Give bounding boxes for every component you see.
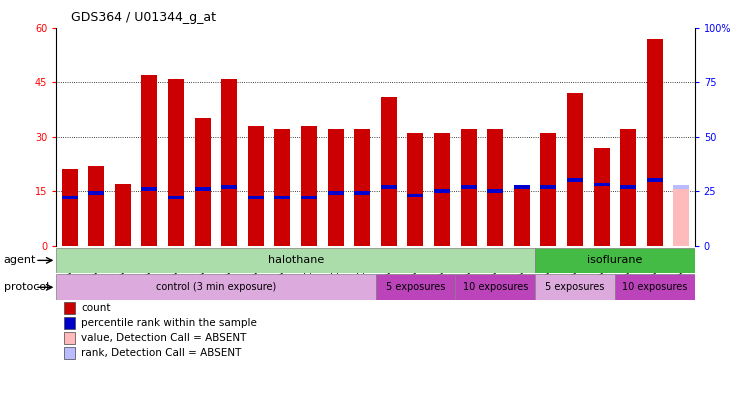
Bar bbox=[487, 129, 503, 246]
Bar bbox=[593, 147, 610, 246]
Bar bbox=[615, 274, 695, 300]
Text: 5 exposures: 5 exposures bbox=[386, 282, 445, 292]
Bar bbox=[434, 189, 450, 193]
Bar bbox=[620, 185, 636, 188]
Text: percentile rank within the sample: percentile rank within the sample bbox=[81, 318, 257, 328]
Bar bbox=[647, 178, 663, 182]
Bar bbox=[195, 187, 210, 191]
Bar bbox=[222, 78, 237, 246]
Bar bbox=[593, 183, 610, 187]
Bar bbox=[460, 129, 477, 246]
Bar bbox=[301, 126, 317, 246]
Bar bbox=[248, 196, 264, 200]
Bar bbox=[56, 248, 535, 273]
Text: value, Detection Call = ABSENT: value, Detection Call = ABSENT bbox=[81, 333, 246, 343]
Bar bbox=[567, 93, 583, 246]
Bar bbox=[434, 133, 450, 246]
Bar bbox=[535, 274, 615, 300]
Text: 10 exposures: 10 exposures bbox=[463, 282, 528, 292]
Text: halothane: halothane bbox=[267, 255, 324, 265]
Bar bbox=[274, 196, 291, 200]
Bar bbox=[381, 185, 397, 188]
Bar bbox=[455, 274, 535, 300]
Bar bbox=[674, 185, 689, 188]
Bar bbox=[301, 196, 317, 200]
Bar bbox=[327, 191, 344, 195]
Text: control (3 min exposure): control (3 min exposure) bbox=[155, 282, 276, 292]
Bar bbox=[115, 184, 131, 246]
Bar bbox=[620, 129, 636, 246]
Bar bbox=[381, 97, 397, 246]
Bar bbox=[248, 126, 264, 246]
Bar bbox=[541, 185, 556, 188]
Bar bbox=[567, 178, 583, 182]
Bar bbox=[62, 196, 77, 200]
Bar bbox=[141, 75, 158, 246]
Bar bbox=[535, 248, 695, 273]
Text: GDS364 / U01344_g_at: GDS364 / U01344_g_at bbox=[71, 11, 216, 24]
Bar bbox=[354, 129, 370, 246]
Bar bbox=[408, 194, 424, 197]
Bar bbox=[408, 133, 424, 246]
Bar bbox=[274, 129, 291, 246]
Bar bbox=[89, 166, 104, 246]
Bar bbox=[168, 78, 184, 246]
Bar bbox=[222, 185, 237, 188]
Bar bbox=[487, 189, 503, 193]
Bar bbox=[460, 185, 477, 188]
Bar bbox=[168, 196, 184, 200]
Bar bbox=[56, 274, 376, 300]
Bar bbox=[376, 274, 455, 300]
Text: 5 exposures: 5 exposures bbox=[545, 282, 605, 292]
Bar bbox=[674, 187, 689, 246]
Text: isoflurane: isoflurane bbox=[587, 255, 643, 265]
Bar bbox=[195, 118, 210, 246]
Text: rank, Detection Call = ABSENT: rank, Detection Call = ABSENT bbox=[81, 348, 242, 358]
Text: protocol: protocol bbox=[4, 282, 49, 292]
Text: 10 exposures: 10 exposures bbox=[622, 282, 687, 292]
Bar bbox=[141, 187, 158, 191]
Text: count: count bbox=[81, 303, 110, 313]
Text: agent: agent bbox=[4, 255, 36, 265]
Bar bbox=[647, 38, 663, 246]
Bar bbox=[514, 187, 529, 246]
Bar bbox=[354, 191, 370, 195]
Bar bbox=[514, 185, 529, 188]
Bar bbox=[327, 129, 344, 246]
Bar bbox=[541, 133, 556, 246]
Bar bbox=[62, 169, 77, 246]
Bar bbox=[89, 191, 104, 195]
